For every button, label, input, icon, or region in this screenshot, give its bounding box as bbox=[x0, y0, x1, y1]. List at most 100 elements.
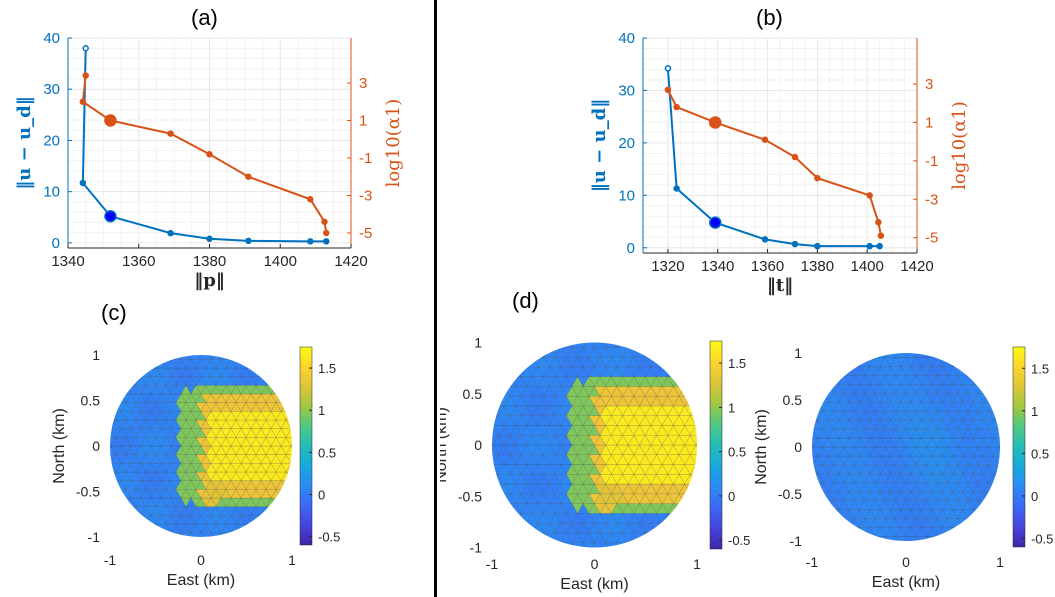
mesh-triangle bbox=[275, 428, 287, 438]
y-tick-label: 1 bbox=[474, 335, 482, 351]
colorbar-tick-label: 0.5 bbox=[728, 445, 746, 460]
y-tick-label: 0.5 bbox=[783, 392, 803, 408]
mesh-triangle bbox=[582, 356, 595, 368]
mesh-triangle bbox=[165, 355, 177, 360]
mesh-triangle bbox=[565, 346, 579, 358]
mesh-triangle bbox=[610, 346, 624, 358]
mesh-triangle bbox=[515, 356, 528, 368]
mesh-triangle bbox=[492, 444, 494, 456]
mesh-triangle bbox=[848, 527, 860, 538]
mesh-triangle bbox=[931, 353, 943, 358]
mesh-triangle bbox=[936, 536, 948, 541]
series-point-right bbox=[82, 72, 89, 79]
mesh-triangle bbox=[125, 428, 137, 438]
mesh-triangle bbox=[140, 402, 152, 412]
mesh-triangle bbox=[245, 428, 257, 438]
mesh-triangle bbox=[571, 415, 584, 426]
mesh-triangle bbox=[843, 437, 855, 448]
series-point-right bbox=[877, 232, 885, 239]
mesh-triangle bbox=[812, 428, 814, 439]
mesh-triangle bbox=[874, 509, 886, 519]
mesh-triangle bbox=[215, 480, 227, 490]
mesh-triangle bbox=[165, 532, 177, 537]
mesh-triangle bbox=[910, 500, 922, 510]
y-tick-label-right: -1 bbox=[359, 150, 372, 167]
mesh-triangle bbox=[622, 464, 635, 475]
mesh-triangle bbox=[864, 509, 876, 519]
mesh-triangle bbox=[110, 463, 112, 473]
mesh-triangle bbox=[520, 503, 533, 514]
mesh-triangle bbox=[185, 358, 197, 369]
mesh-triangle bbox=[548, 454, 562, 465]
mesh-triangle bbox=[900, 482, 912, 493]
mesh-triangle bbox=[548, 473, 562, 485]
mesh-triangle bbox=[946, 437, 959, 448]
series-point-left bbox=[167, 229, 174, 237]
mesh-triangle bbox=[180, 532, 192, 537]
mesh-triangle bbox=[890, 392, 902, 403]
mesh-triangle bbox=[627, 415, 641, 426]
y-tick-label-right: -3 bbox=[925, 191, 938, 208]
mesh-triangle bbox=[492, 454, 494, 465]
y-tick-label: 1 bbox=[92, 347, 100, 363]
mesh-triangle bbox=[946, 401, 959, 412]
mesh bbox=[492, 342, 697, 548]
mesh-triangle bbox=[155, 514, 167, 525]
colorbar-tick-label: 0.5 bbox=[318, 445, 336, 460]
mesh-triangle bbox=[185, 445, 197, 455]
mesh-triangle bbox=[695, 464, 697, 475]
mesh-triangle bbox=[245, 393, 257, 403]
series-point-right bbox=[206, 151, 213, 158]
series-point-right bbox=[167, 130, 174, 137]
series-point-selected-left bbox=[708, 216, 722, 229]
mesh-triangle bbox=[125, 410, 137, 421]
mesh-triangle bbox=[110, 410, 117, 421]
mesh-triangle bbox=[874, 419, 886, 430]
mesh-triangle bbox=[905, 353, 917, 358]
mesh-triangle bbox=[627, 342, 641, 348]
y-tick-label-right: 1 bbox=[359, 113, 367, 130]
mesh-triangle bbox=[520, 464, 533, 475]
series-point-right bbox=[875, 219, 882, 226]
mesh-triangle bbox=[905, 536, 917, 541]
mesh-triangle bbox=[926, 437, 938, 448]
mesh-triangle bbox=[936, 491, 948, 501]
mesh-triangle bbox=[582, 454, 595, 465]
mesh-triangle bbox=[215, 514, 227, 525]
mesh-triangle bbox=[667, 513, 680, 524]
mesh-triangle bbox=[526, 415, 539, 426]
mesh-triangle bbox=[910, 518, 922, 528]
series-point-right bbox=[322, 229, 330, 237]
mesh-triangle bbox=[520, 385, 533, 397]
mesh-triangle bbox=[936, 473, 948, 484]
mesh-triangle bbox=[140, 488, 152, 499]
mesh-triangle bbox=[582, 493, 595, 504]
mesh-triangle bbox=[678, 464, 691, 475]
mesh-triangle bbox=[616, 342, 629, 348]
mesh-triangle bbox=[833, 401, 845, 412]
x-tick-label: 1400 bbox=[850, 258, 883, 275]
y-tick-label: 0.5 bbox=[463, 386, 483, 402]
mesh-triangle bbox=[170, 532, 182, 537]
mesh-triangle bbox=[639, 512, 652, 524]
mesh-triangle bbox=[125, 445, 137, 455]
y-tick-label-right: -5 bbox=[359, 225, 372, 242]
y-tick-label: 0 bbox=[474, 437, 482, 453]
mesh-triangle bbox=[110, 419, 112, 429]
y-tick-label-left: 20 bbox=[618, 135, 635, 152]
mesh-triangle bbox=[853, 509, 866, 519]
mesh-triangle bbox=[125, 480, 137, 490]
mesh-triangle bbox=[926, 491, 938, 501]
mesh-triangle bbox=[843, 509, 855, 519]
mesh-triangle bbox=[543, 483, 556, 495]
mesh-triangle bbox=[689, 405, 697, 416]
mesh-triangle bbox=[275, 445, 287, 455]
mesh-triangle bbox=[864, 353, 876, 358]
mesh-triangle bbox=[160, 355, 172, 360]
mesh-triangle bbox=[185, 410, 197, 421]
mesh-triangle bbox=[910, 464, 922, 475]
mesh-triangle bbox=[594, 512, 607, 524]
x-tick-label: 0 bbox=[197, 552, 205, 568]
mesh-triangle bbox=[900, 518, 912, 528]
mesh-triangle bbox=[155, 376, 167, 386]
